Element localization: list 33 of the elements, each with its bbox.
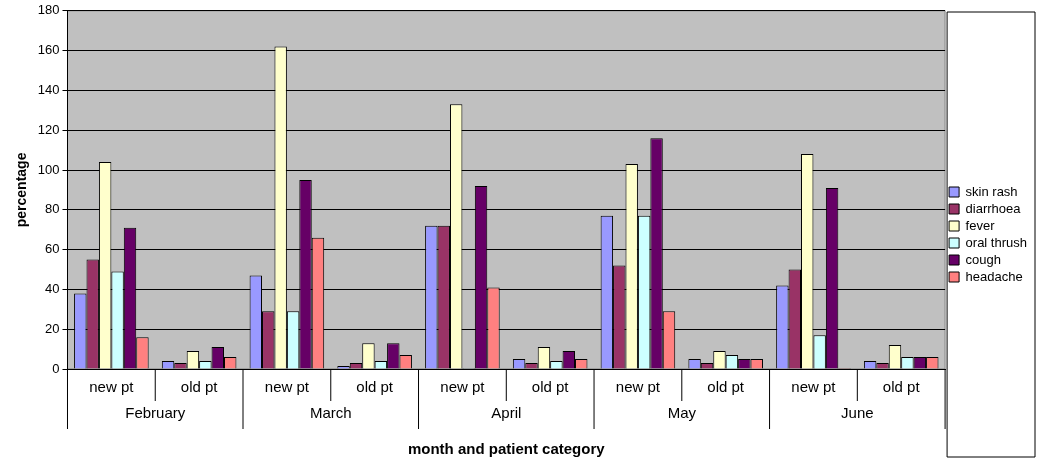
y-tick-label: 180 <box>37 2 60 18</box>
y-tick-label: 100 <box>37 161 60 177</box>
y-tick-label: 20 <box>45 320 60 336</box>
legend-label: skin rash <box>965 183 1018 199</box>
text: March <box>309 404 352 422</box>
x-tick-label: new pt <box>89 378 135 396</box>
x-tick-label: old pt <box>707 378 745 396</box>
legend-label: headache <box>965 268 1023 284</box>
x-tick-label: old pt <box>531 378 570 396</box>
legend-label: cough <box>965 251 1001 267</box>
text: June <box>841 404 874 422</box>
legend-label: fever <box>965 217 996 233</box>
y-tick-label: 160 <box>37 42 60 58</box>
x-tick-label: old pt <box>180 378 219 396</box>
legend-label: oral thrush <box>965 234 1027 250</box>
text: April <box>491 404 522 422</box>
y-tick-label: 80 <box>45 201 60 217</box>
y-tick-label: 60 <box>45 241 60 257</box>
x-tick-label: new pt <box>791 378 837 396</box>
x-tick-label: new pt <box>264 378 310 396</box>
x-tick-label: old pt <box>356 378 394 396</box>
y-tick-label: 120 <box>37 121 60 137</box>
legend-label: diarrhoea <box>965 200 1022 216</box>
y-tick-label: 0 <box>52 360 60 376</box>
y-tick-label: 140 <box>37 81 60 97</box>
x-tick-label: new pt <box>615 378 661 396</box>
text: May <box>667 404 697 422</box>
text: February <box>125 404 186 422</box>
y-tick-label: 40 <box>45 280 60 296</box>
y-axis-title: percentage <box>13 152 30 228</box>
x-tick-label: old pt <box>882 378 921 396</box>
x-axis-title: month and patient category <box>407 440 606 458</box>
x-tick-label: new pt <box>440 378 486 396</box>
